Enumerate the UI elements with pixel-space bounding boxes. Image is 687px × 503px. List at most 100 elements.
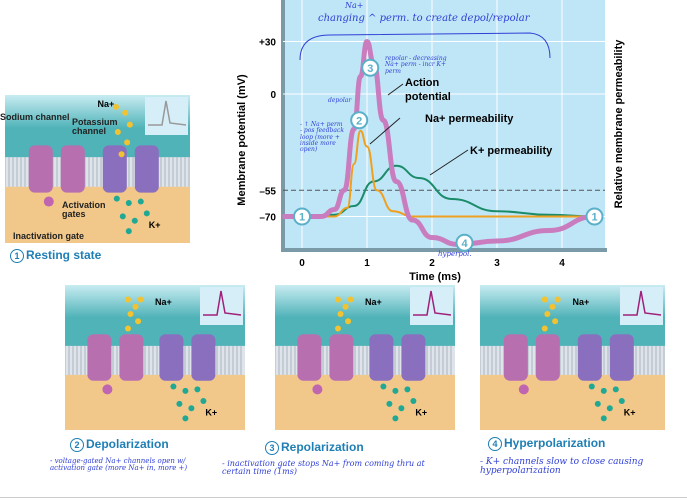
k-ion [612,386,619,393]
k-label: K+ [415,408,427,418]
na-ion [132,303,139,310]
note-depolarization: - voltage-gated Na+ channels open w/ act… [50,457,188,473]
k-ion [392,387,399,394]
stage-marker-4: 4 [455,233,474,252]
membrane-panel-hyper: Na+ K+ [480,285,665,430]
na-ion [125,325,131,332]
na-label: Na+ [98,99,115,109]
k-ion [137,198,144,205]
potassium-channel [102,145,159,193]
inactivation-gate-ball [312,384,323,395]
note-hyperpolarization: - K+ channels slow to close causing hype… [480,457,644,477]
caption-number: 1 [10,249,24,263]
stage-marker-1: 1 [585,207,604,226]
stage-marker-1: 1 [293,207,311,226]
na-ion [337,311,344,317]
k-ion [600,387,607,394]
na-ion [549,303,556,310]
caption-repolarization: 3 Repolarization [265,440,364,455]
potassium-channel [369,334,426,381]
stage-marker-3: 3 [361,58,380,77]
na-ion [127,311,134,317]
k-ion [176,400,183,407]
k-ion [119,213,126,220]
potassium-channel [577,334,634,381]
y-tick-label: –70 [259,213,276,224]
k-ion [182,415,189,422]
k-ion [113,195,120,202]
k-ion [170,383,177,390]
label-inactivation-gate: Inactivation gate [13,231,85,241]
action-potential-line [282,38,595,248]
k-label: K+ [149,220,161,230]
y2-axis-label: Relative membrane permeability [613,39,625,209]
k-ion [404,386,411,393]
y-axis-label: Membrane potential (mV) [236,74,248,206]
caption-number: 3 [265,441,279,455]
na-ion [552,318,559,325]
na-ion [335,296,341,303]
inset-trace [413,290,452,316]
na-label: Na+ [155,297,172,307]
na-label: Na+ [365,297,382,307]
caption-text: Depolarization [86,437,169,451]
y-tick-label: +30 [259,38,276,49]
legend-action-potential: potential [405,91,451,103]
y-tick-label: 0 [270,90,276,101]
inset-trace [148,100,187,126]
k-ion [194,386,201,393]
na-ion [335,325,341,332]
k-ion [410,398,417,404]
caption-number: 2 [70,438,84,452]
caption-depolarization: 2 Depolarization [70,437,169,452]
na-ion [125,296,131,303]
na-ion [554,296,561,303]
legend-k-permeability: K+ permeability [470,145,553,157]
na-ion [541,296,548,303]
membrane-panel-depol: Na+ K+ [65,285,245,430]
note-bracket [299,32,551,61]
k-ion [398,405,405,412]
inset-trace [623,290,662,316]
inset-trace [203,290,242,316]
k-ion [386,400,393,407]
x-tick-label: 1 [364,258,370,269]
sodium-channel [28,145,85,193]
k-ion [380,383,387,390]
k-ion [594,400,601,407]
note-top-na: Na+ [345,1,364,10]
k-ion [600,415,607,422]
k-ion [606,405,613,412]
x-tick-label: 0 [299,258,305,269]
action-potential-chart: 1 2 3 4 1 0 1 2 3 4 +30 0 –55 –70 Membrane potential … [236,0,625,283]
k-label: K+ [624,408,636,418]
inactivation-gate-ball [102,384,113,395]
na-ion [122,109,129,116]
na-ion [544,311,551,317]
k-ion [131,217,138,224]
label-activation-gates: Activation gates [62,200,106,220]
svg-text:2: 2 [356,115,362,127]
sodium-channel [297,334,354,381]
k-ion [125,200,132,207]
membrane-panel-resting: Na+ K+ [5,95,190,243]
na-ion [118,151,125,158]
na-ion [541,325,548,332]
na-ion [135,318,142,325]
na-ion [124,139,131,146]
na-ion [114,129,121,135]
note-depolar: depolar [328,97,352,104]
svg-text:3: 3 [367,63,373,75]
x-axis-label: Time (ms) [409,271,461,283]
na-ion [113,103,119,110]
sodium-channel [87,334,144,381]
legend-action-potential-1: Action [405,77,440,89]
membrane-panel-repol: Na+ K+ [275,285,455,430]
k-ion [125,228,132,235]
svg-text:1: 1 [299,212,305,224]
note-top: changing ^ perm. to create depol/repolar [318,13,530,24]
potassium-channel [159,334,216,381]
note-depolar-detail: - ↑ Na+ perm - pos feedback loop (more +… [300,121,344,154]
divider [0,497,687,498]
plot-frame [281,0,607,252]
